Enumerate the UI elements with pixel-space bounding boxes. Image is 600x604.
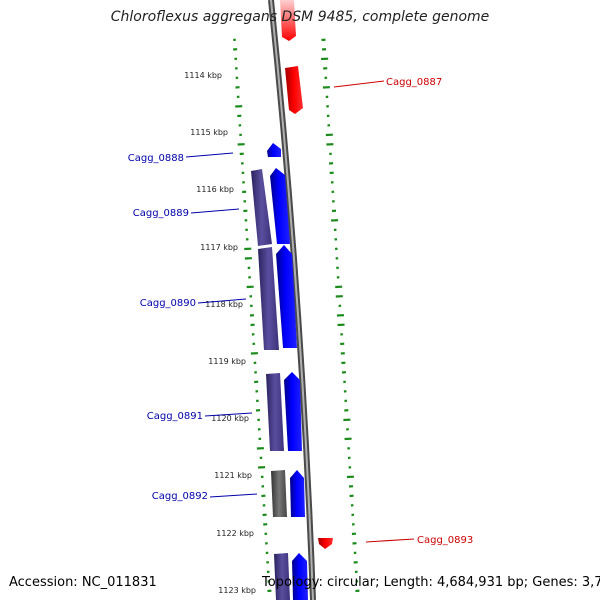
cog-feature[interactable] [251,169,272,246]
gene-label[interactable]: Cagg_0893 [417,535,473,546]
gc-content-track-right [321,40,359,591]
callout-line [334,81,384,87]
kbp-tick-label: 1118 kbp [205,300,243,309]
gene-label[interactable]: Cagg_0887 [386,77,442,88]
cog-feature[interactable] [271,470,287,517]
callout-line [210,494,257,497]
gene-feature-cagg-0893[interactable] [318,538,333,549]
callout-line [186,153,233,157]
gene-label[interactable]: Cagg_0890 [140,298,196,309]
genome-summary-text: Topology: circular; Length: 4,684,931 bp… [262,575,600,590]
callout-line [366,539,414,542]
kbp-tick-label: 1122 kbp [216,529,254,538]
gene-label[interactable]: Cagg_0889 [133,208,189,219]
kbp-tick-label: 1114 kbp [184,71,222,80]
kbp-tick-label: 1117 kbp [200,243,238,252]
gene-feature-cagg-0887[interactable] [285,66,303,114]
gene-label[interactable]: Cagg_0892 [152,491,208,502]
kbp-scale: 1114 kbp 1115 kbp 1116 kbp 1117 kbp 1118… [184,71,256,595]
kbp-tick-label: 1115 kbp [190,128,228,137]
kbp-tick-label: 1116 kbp [196,185,234,194]
kbp-tick-label: 1119 kbp [208,357,246,366]
gene-feature-cagg-0891[interactable] [284,372,302,451]
accession-text: Accession: NC_011831 [9,575,157,590]
cog-feature[interactable] [266,373,284,451]
kbp-tick-label: 1123 kbp [218,586,256,595]
callout-line [191,209,239,213]
gene-feature-cagg-0892[interactable] [290,470,305,517]
gene-label[interactable]: Cagg_0891 [147,411,203,422]
cog-feature[interactable] [258,247,279,350]
genome-title: Chloroflexus aggregans DSM 9485, complet… [0,9,600,25]
kbp-tick-label: 1121 kbp [214,471,252,480]
gene-label[interactable]: Cagg_0888 [128,153,184,164]
gene-feature-cagg-0888[interactable] [267,143,281,157]
